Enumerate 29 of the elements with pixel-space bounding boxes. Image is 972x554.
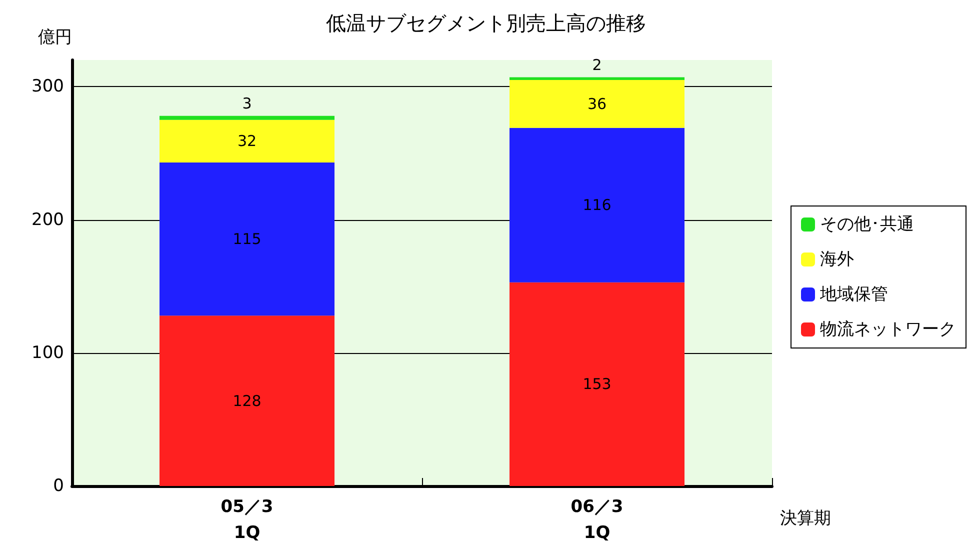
data-label: 3 [242,94,252,112]
chart-title: 低温サブセグメント別売上高の推移 [326,11,646,35]
legend-label: 地域保管 [819,284,888,304]
legend-label: 海外 [820,250,854,270]
data-label: 2 [592,56,602,74]
bar [510,282,684,486]
bar [160,162,334,316]
x-tick-label: 06／3 1Q [570,497,624,543]
y-axis-title: 億円 [38,28,72,48]
x-axis-title: 決算期 [780,508,831,528]
legend-label: 物流ネットワーク [820,320,956,340]
data-label: 115 [232,230,262,248]
legend-label: その他･共通 [820,214,914,234]
data-label: 116 [582,196,612,214]
bar [160,116,334,120]
y-tick-label: 100 [32,342,64,363]
y-tick-label: 200 [32,210,64,230]
y-tick-label: 300 [32,76,64,97]
x-tick-label: 05／3 1Q [220,497,274,543]
data-label: 36 [587,94,607,113]
bar [510,80,684,128]
bar [160,316,334,486]
bar [510,77,684,80]
data-label: 128 [232,392,262,410]
bar [510,128,684,282]
data-label: 153 [582,375,612,394]
data-label: 32 [237,132,257,150]
bar [160,120,334,163]
y-tick-label: 0 [53,476,64,496]
